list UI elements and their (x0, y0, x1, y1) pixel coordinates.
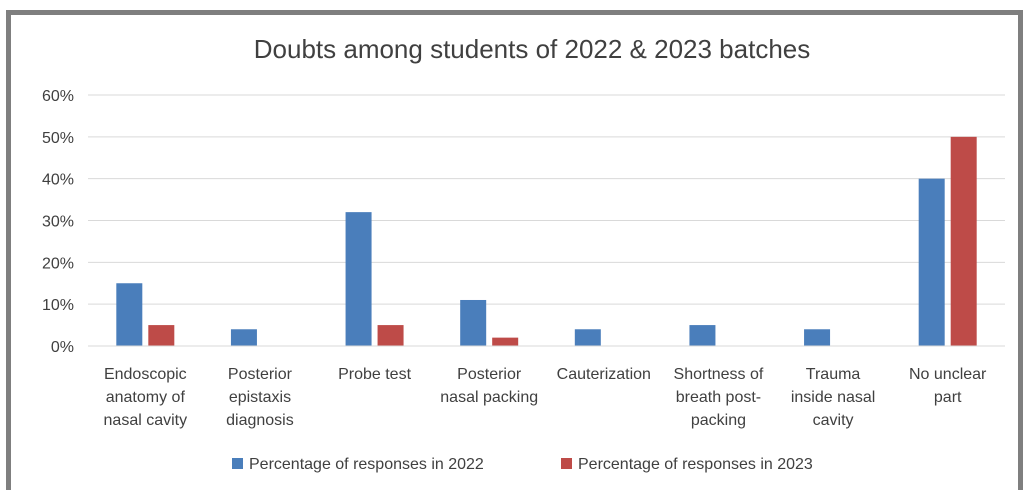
legend-label: Percentage of responses in 2022 (249, 456, 484, 473)
chart-frame (6, 10, 1023, 490)
category-label: Probe test (338, 366, 411, 383)
bar-2022 (345, 212, 372, 346)
bar-2022 (116, 283, 143, 346)
bar-2022 (689, 325, 716, 346)
bar-2022 (804, 329, 831, 346)
bar-2022 (230, 329, 257, 346)
y-axis-ticks: 0% 10% 20% 30% 40% 50% 60% (42, 88, 74, 356)
category-label: Endoscopic anatomy of nasal cavity (104, 366, 188, 429)
legend: Percentage of responses in 2022 Percentag… (232, 456, 813, 473)
legend-label: Percentage of responses in 2023 (578, 456, 813, 473)
category-label: No unclear part (909, 366, 987, 406)
legend-swatch (561, 458, 572, 469)
y-tick-label: 30% (42, 214, 74, 231)
y-tick-label: 60% (42, 88, 74, 105)
bar-2023 (492, 337, 519, 346)
gridlines (88, 94, 1005, 305)
category-label: Posterior nasal packing (440, 366, 538, 406)
y-tick-label: 50% (42, 130, 74, 147)
legend-swatch (232, 458, 243, 469)
chart-title: Doubts among students of 2022 & 2023 bat… (254, 34, 811, 64)
category-label: Trauma inside nasal cavity (791, 366, 876, 429)
category-label: Cauterization (557, 366, 651, 383)
category-label: Shortness of breath post-packing (674, 366, 764, 429)
category-label: Posterior epistaxis diagnosis (226, 366, 294, 429)
y-tick-label: 0% (51, 339, 74, 356)
bar-2023 (377, 325, 404, 346)
category-labels: Endoscopic anatomy of nasal cavity Posterio… (104, 366, 988, 429)
bar-2022 (460, 299, 487, 346)
bars (116, 136, 977, 346)
bar-2022 (574, 329, 601, 346)
y-tick-label: 40% (42, 172, 74, 189)
bar-2023 (950, 136, 977, 346)
y-tick-label: 10% (42, 297, 74, 314)
bar-2022 (918, 178, 945, 346)
y-tick-label: 20% (42, 255, 74, 272)
bar-2023 (148, 325, 175, 346)
